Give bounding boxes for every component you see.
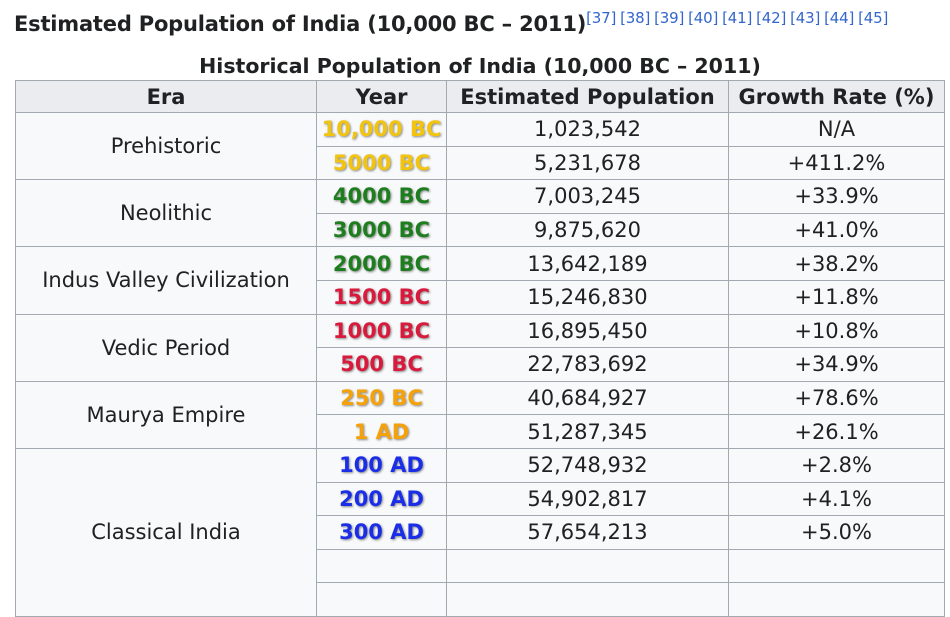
reference-link[interactable]: [45]: [858, 9, 889, 27]
column-header: Growth Rate (%): [728, 80, 945, 113]
year-cell: 3000 BC: [316, 212, 447, 248]
table-row: Prehistoric 10,000 BC 1,023,542 N/A: [15, 111, 945, 181]
year-cell: 100 AD: [316, 447, 447, 483]
empty-cell: [728, 582, 945, 617]
pop-cell: 57,654,213: [446, 515, 729, 550]
empty-cell: [728, 548, 945, 584]
table-row: Indus Valley Civilization 2000 BC 13,642,1…: [15, 246, 945, 315]
year-cell: 300 AD: [316, 515, 447, 550]
table-row: 5000 BC 5,231,678 +411.2%: [16, 145, 945, 181]
empty-cell: [316, 582, 447, 617]
growth-cell: +33.9%: [728, 179, 945, 214]
year-cell: 4000 BC: [316, 179, 447, 214]
year-cell: 200 AD: [316, 481, 447, 517]
pop-cell: 54,902,817: [446, 481, 729, 517]
empty-cell: [316, 548, 447, 584]
growth-cell: +34.9%: [728, 347, 945, 382]
table-row: Maurya Empire 250 BC 40,684,927 +78.6%: [15, 380, 945, 449]
section-heading: Estimated Population of India (10,000 BC…: [14, 9, 892, 36]
reference-link[interactable]: [44]: [824, 9, 855, 27]
reference-links: [37] [38] [39] [40] [41] [42] [43] [44] [45]: [586, 9, 892, 27]
growth-cell: +411.2%: [728, 145, 945, 181]
growth-cell: +78.6%: [728, 380, 945, 416]
table-row: 300 AD 57,654,213 +5.0%: [16, 515, 945, 550]
year-cell: 1 AD: [316, 414, 447, 449]
era-cell: Neolithic: [15, 179, 317, 248]
reference-link[interactable]: [40]: [688, 9, 719, 27]
growth-cell: +11.8%: [728, 279, 945, 315]
pop-cell: 22,783,692: [446, 347, 729, 382]
pop-cell: 40,684,927: [446, 380, 729, 416]
growth-cell: +4.1%: [728, 481, 945, 517]
population-table: Era Year Estimated Population Growth Rate (…: [15, 80, 945, 617]
reference-link[interactable]: [41]: [722, 9, 753, 27]
growth-cell: N/A: [728, 112, 945, 147]
table-row: 500 BC 22,783,692 +34.9%: [16, 347, 945, 382]
growth-cell: +38.2%: [728, 246, 945, 281]
year-cell: 500 BC: [316, 347, 447, 382]
era-cell: Classical India: [15, 447, 317, 617]
growth-cell: +41.0%: [728, 212, 945, 248]
pop-cell: 16,895,450: [446, 313, 729, 349]
empty-cell: [446, 582, 729, 617]
growth-cell: +5.0%: [728, 515, 945, 550]
reference-link[interactable]: [39]: [654, 9, 685, 27]
empty-cell: [446, 548, 729, 584]
table-row: 200 AD 54,902,817 +4.1%: [16, 481, 945, 517]
table-row: 1 AD 51,287,345 +26.1%: [16, 414, 945, 449]
pop-cell: 52,748,932: [446, 447, 729, 483]
table-caption: Historical Population of India (10,000 B…: [199, 54, 761, 78]
column-header: Estimated Population: [446, 80, 729, 113]
table-row: Vedic Period 1000 BC 16,895,450 +10.8%: [15, 313, 945, 382]
growth-cell: +10.8%: [728, 313, 945, 349]
year-cell: 2000 BC: [316, 246, 447, 281]
year-cell: 1000 BC: [316, 313, 447, 349]
reference-link[interactable]: [42]: [756, 9, 787, 27]
pop-cell: 13,642,189: [446, 246, 729, 281]
table-row: Classical India 100 AD 52,748,932 +2.8%: [15, 447, 945, 617]
growth-cell: +2.8%: [728, 447, 945, 483]
pop-cell: 15,246,830: [446, 279, 729, 315]
era-cell: Vedic Period: [15, 313, 317, 382]
reference-link[interactable]: [38]: [620, 9, 651, 27]
era-cell: Prehistoric: [15, 111, 317, 181]
year-cell: 250 BC: [316, 380, 447, 416]
reference-link[interactable]: [37]: [586, 9, 617, 27]
era-cell: Maurya Empire: [15, 380, 317, 449]
table-row: Neolithic 4000 BC 7,003,245 +33.9%: [15, 179, 945, 248]
column-header: Year: [316, 80, 447, 113]
reference-link[interactable]: [43]: [790, 9, 821, 27]
pop-cell: 9,875,620: [446, 212, 729, 248]
pop-cell: 5,231,678: [446, 145, 729, 181]
column-header: Era: [15, 80, 317, 113]
era-cell: Indus Valley Civilization: [15, 246, 317, 315]
year-cell: 10,000 BC: [316, 112, 447, 147]
pop-cell: 51,287,345: [446, 414, 729, 449]
growth-cell: +26.1%: [728, 414, 945, 449]
pop-cell: 7,003,245: [446, 179, 729, 214]
pop-cell: 1,023,542: [446, 112, 729, 147]
year-cell: 5000 BC: [316, 145, 447, 181]
year-cell: 1500 BC: [316, 279, 447, 315]
